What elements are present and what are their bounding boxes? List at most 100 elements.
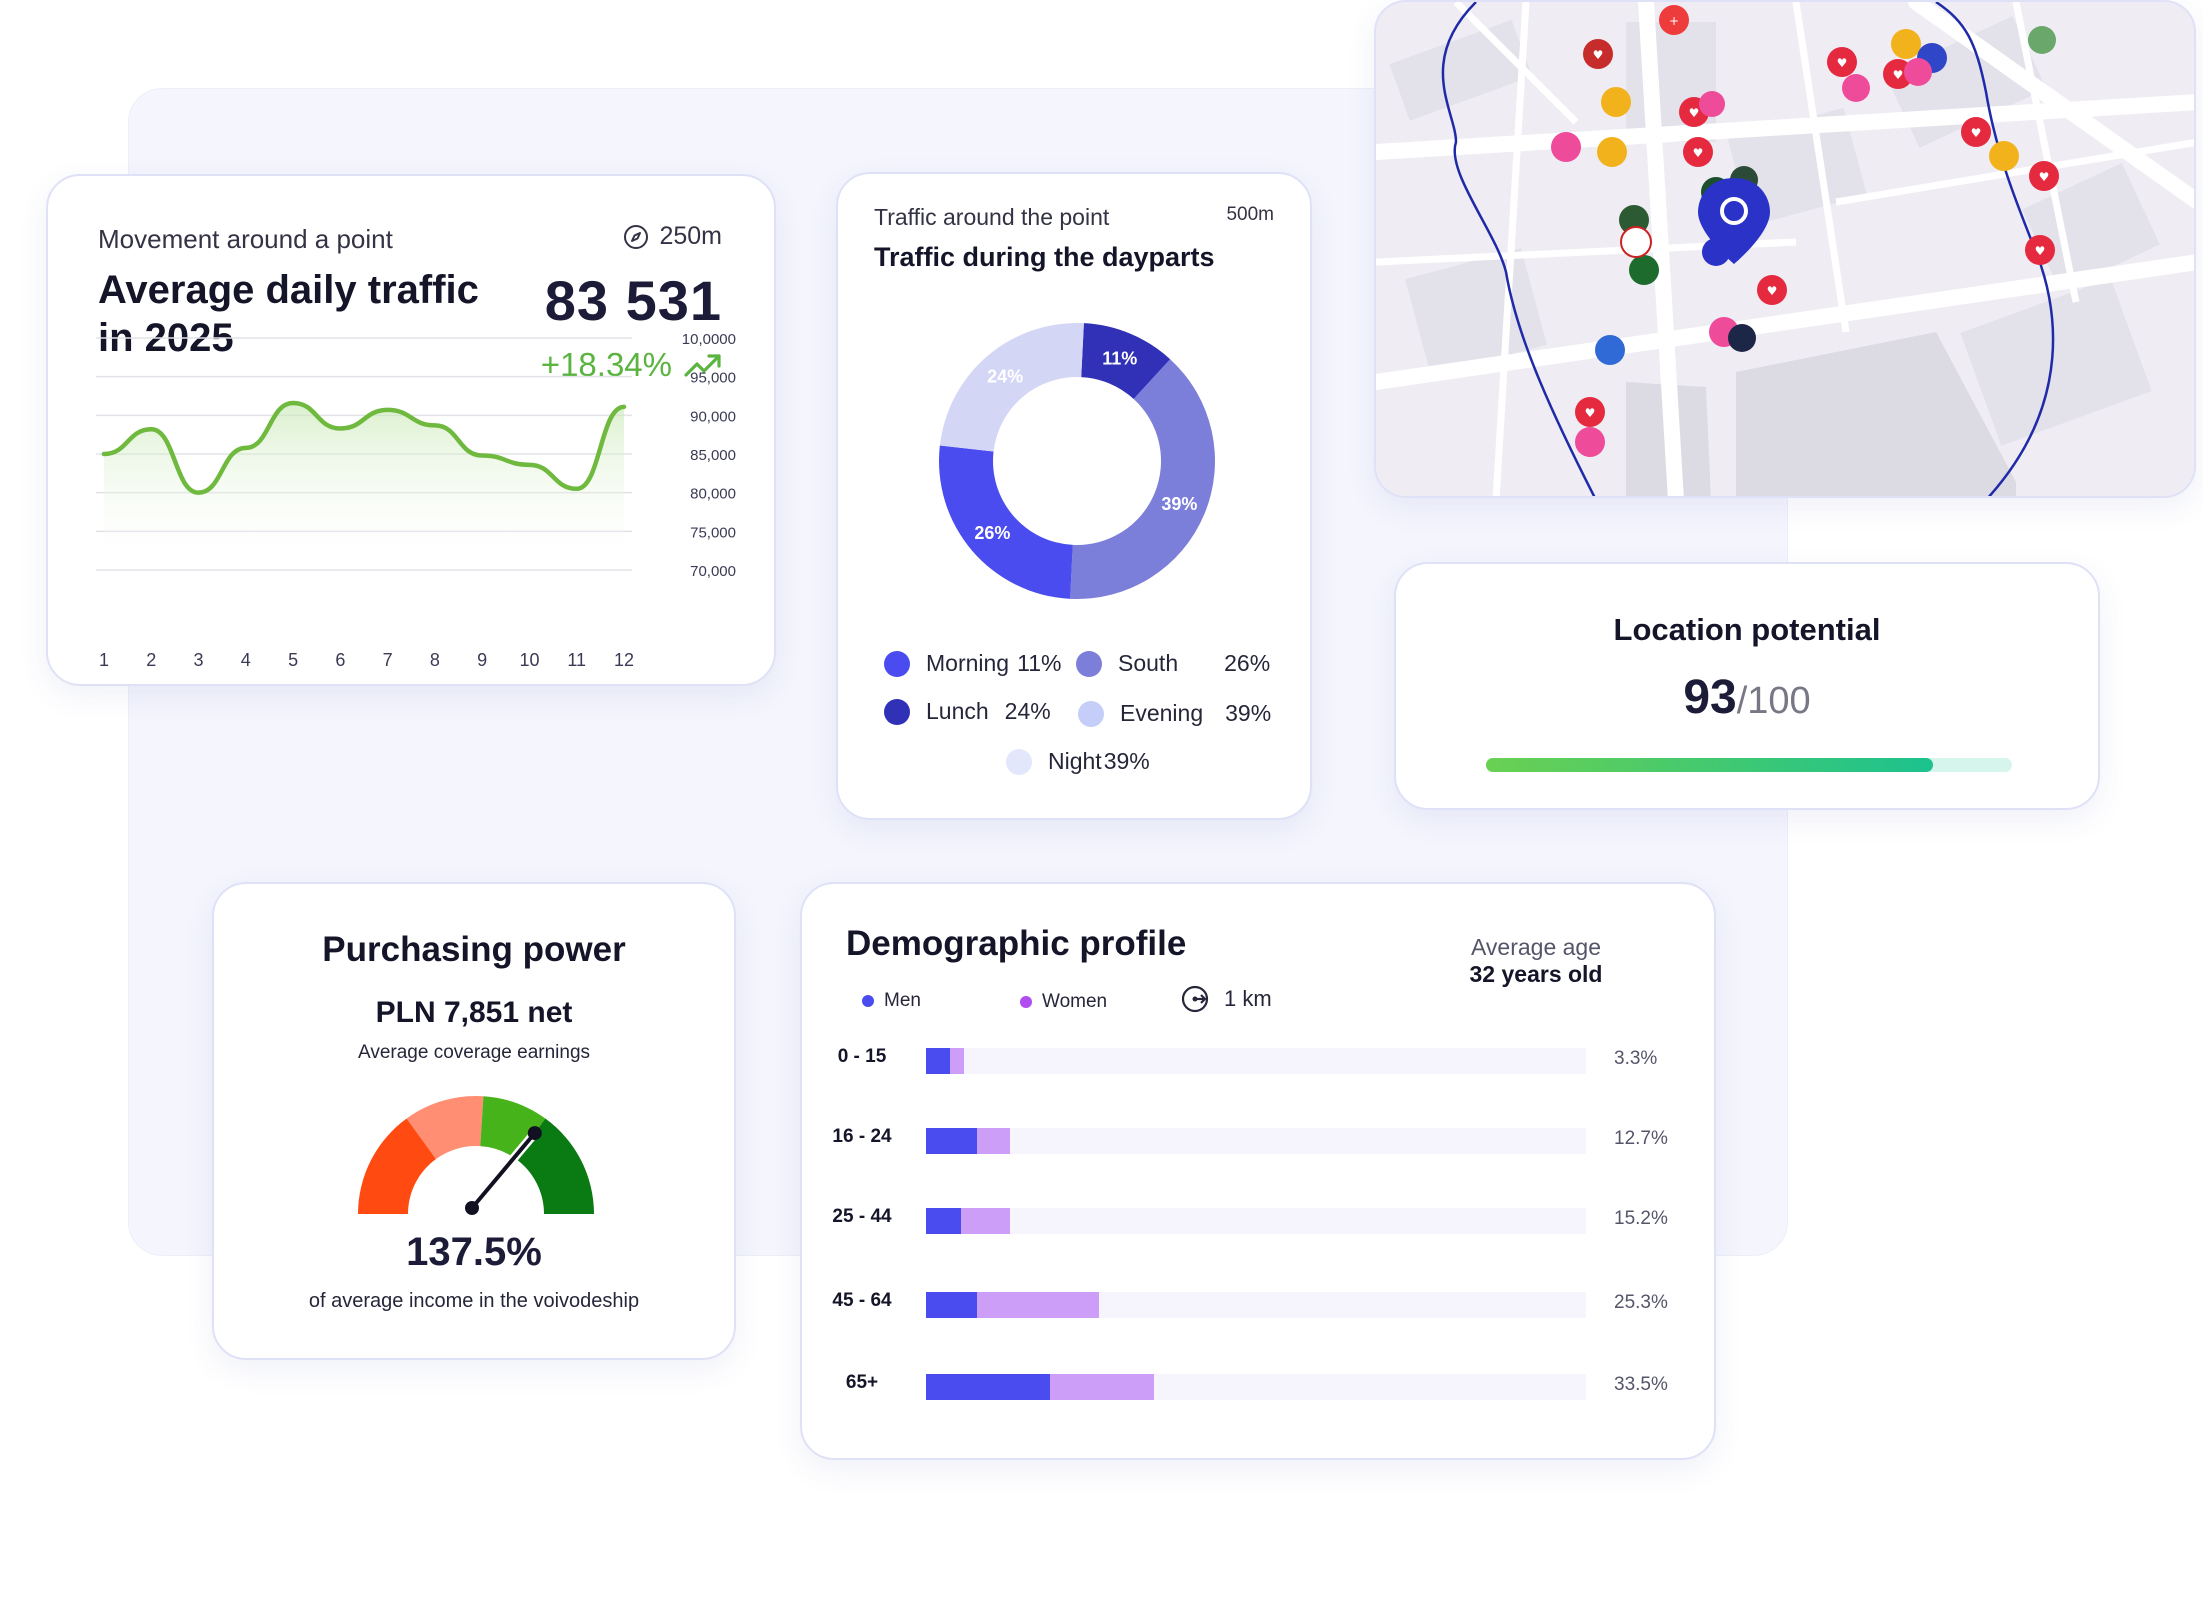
age-bar-track — [926, 1128, 1586, 1154]
average-age-label: Average age — [1470, 934, 1601, 960]
legend-morning-label: Morning — [926, 650, 1010, 676]
y-tick-label: 80,000 — [690, 486, 736, 503]
purchasing-title: Purchasing power — [322, 930, 626, 969]
age-bar-track — [926, 1208, 1586, 1234]
legend-evening-swatch — [1078, 700, 1104, 727]
gauge-segment — [515, 1118, 594, 1214]
donut-slice-label: 24% — [987, 366, 1023, 386]
x-tick-label: 8 — [430, 650, 440, 670]
legend-lunch-label: Lunch — [926, 698, 989, 724]
traffic-point — [574, 486, 579, 491]
svg-text:♥: ♥ — [1585, 406, 1596, 420]
poi-map[interactable]: ♥ ♥ ♥ ♥ ♥ ♥ ♥ ♥ ♥ ♥ + — [1374, 0, 2196, 498]
donut-slice — [939, 323, 1084, 452]
age-bar-track — [926, 1292, 1586, 1318]
demographic-row: 25 - 44 15.2% — [802, 1204, 1718, 1234]
traffic-radius: 250m — [623, 222, 722, 251]
x-tick-label: 9 — [477, 650, 487, 670]
dayparts-radius: 500m — [1226, 204, 1274, 225]
svg-text:♥: ♥ — [1693, 146, 1704, 160]
svg-text:♥: ♥ — [1593, 48, 1604, 62]
x-tick-label: 3 — [194, 650, 204, 670]
dayparts-card: Traffic around the point 500m Traffic du… — [836, 172, 1312, 820]
demographic-title: Demographic profile — [846, 924, 1187, 963]
legend-women-label: Women — [1042, 991, 1108, 1012]
potential-score-max: /100 — [1736, 680, 1811, 722]
x-tick-label: 7 — [383, 650, 393, 670]
x-tick-label: 1 — [99, 650, 109, 670]
dayparts-title: Traffic during the dayparts — [874, 242, 1215, 272]
demographic-row: 45 - 64 25.3% — [802, 1288, 1718, 1318]
x-tick-label: 2 — [146, 650, 156, 670]
y-tick-label: 90,000 — [690, 408, 736, 425]
potential-progress-fill — [1486, 758, 1934, 772]
location-potential-card: Location potential 93/100 — [1394, 562, 2100, 810]
legend-morning: Morning 11% — [884, 650, 1061, 677]
legend-evening-label: Evening — [1120, 700, 1204, 726]
traffic-point — [527, 462, 532, 467]
purchasing-power-card: Purchasing power PLN 7,851 net Average c… — [212, 882, 736, 1360]
traffic-point — [243, 445, 248, 450]
svg-text:♥: ♥ — [2035, 244, 2046, 258]
purchasing-percent: 137.5% — [406, 1230, 542, 1274]
svg-text:♥: ♥ — [1767, 284, 1778, 298]
x-tick-label: 10 — [519, 650, 539, 670]
age-bar-men — [926, 1128, 978, 1154]
svg-text:♥: ♥ — [1893, 68, 1904, 82]
svg-text:♥: ♥ — [2039, 170, 2050, 184]
map-canvas[interactable]: ♥ ♥ ♥ ♥ ♥ ♥ ♥ ♥ ♥ ♥ + — [1376, 2, 2196, 498]
age-group-label: 45 - 64 — [832, 1290, 892, 1311]
legend-evening: Evening 39% — [1078, 700, 1271, 727]
svg-text:♥: ♥ — [1689, 106, 1700, 120]
legend-lunch-value: 24% — [1004, 698, 1051, 724]
age-bar-women — [977, 1128, 1011, 1154]
legend-south-label: South — [1118, 650, 1179, 676]
age-group-share: 15.2% — [1614, 1208, 1668, 1229]
potential-score: 93/100 — [1396, 670, 2098, 725]
traffic-point — [338, 426, 343, 431]
legend-women: Women — [1020, 991, 1107, 1013]
demographic-row: 0 - 15 3.3% — [802, 1044, 1718, 1074]
age-bar-women — [977, 1292, 1099, 1318]
svg-text:♥: ♥ — [1837, 56, 1848, 70]
gauge-segment — [480, 1096, 546, 1159]
age-bar-men — [926, 1374, 1051, 1400]
age-group-label: 0 - 15 — [837, 1046, 887, 1067]
x-tick-label: 12 — [614, 650, 634, 670]
legend-lunch: Lunch 24% — [884, 698, 1051, 725]
traffic-point — [480, 453, 485, 458]
traffic-point — [149, 427, 154, 432]
traffic-point — [291, 400, 296, 405]
y-tick-label: 95,000 — [690, 370, 736, 387]
legend-radius: 1 km — [1180, 984, 1272, 1014]
average-age-value: 32 years old — [1469, 961, 1603, 987]
purchasing-note: of average income in the voivodeship — [308, 1290, 640, 1312]
traffic-point — [385, 407, 390, 412]
purchasing-amount: PLN 7,851 net — [375, 996, 573, 1029]
age-group-share: 25.3% — [1614, 1292, 1668, 1313]
purchasing-subtitle: Average coverage earnings — [357, 1042, 591, 1063]
age-group-share: 33.5% — [1614, 1374, 1668, 1395]
legend-radius-value: 1 km — [1224, 986, 1272, 1011]
trend-up-icon — [684, 354, 721, 377]
traffic-kicker: Movement around a point — [98, 224, 393, 254]
age-group-label: 65+ — [845, 1372, 879, 1393]
legend-women-swatch — [1020, 996, 1032, 1008]
legend-south-swatch — [1076, 650, 1102, 677]
legend-night: Night 39% — [1006, 748, 1150, 775]
traffic-line — [101, 400, 627, 495]
demographic-row: 65+ 33.5% — [802, 1370, 1718, 1400]
donut-slice — [1081, 323, 1171, 400]
y-tick-label: 85,000 — [690, 447, 736, 464]
age-bar-men — [926, 1048, 951, 1074]
legend-morning-value: 11% — [1017, 650, 1062, 676]
gauge-needle-tip — [527, 1126, 542, 1141]
legend-men: Men — [862, 990, 921, 1012]
age-bar-track — [926, 1048, 1586, 1074]
age-bar-men — [926, 1208, 961, 1234]
legend-night-swatch — [1006, 748, 1032, 775]
traffic-point — [102, 452, 106, 456]
x-tick-label: 5 — [288, 650, 298, 670]
traffic-value: 83 531 — [544, 269, 722, 332]
age-group-share: 3.3% — [1614, 1048, 1658, 1069]
